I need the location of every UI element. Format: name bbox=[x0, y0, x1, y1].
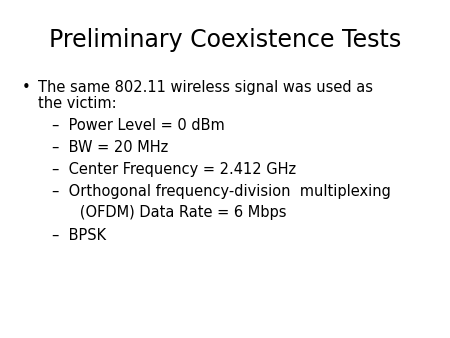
Text: –  Center Frequency = 2.412 GHz: – Center Frequency = 2.412 GHz bbox=[52, 162, 296, 177]
Text: The same 802.11 wireless signal was used as: The same 802.11 wireless signal was used… bbox=[38, 80, 373, 95]
Text: the victim:: the victim: bbox=[38, 96, 117, 111]
Text: –  Orthogonal frequency-division  multiplexing
      (OFDM) Data Rate = 6 Mbps: – Orthogonal frequency-division multiple… bbox=[52, 184, 391, 220]
Text: •: • bbox=[22, 80, 31, 95]
Text: –  BPSK: – BPSK bbox=[52, 228, 106, 243]
Text: Preliminary Coexistence Tests: Preliminary Coexistence Tests bbox=[49, 28, 401, 52]
Text: –  BW = 20 MHz: – BW = 20 MHz bbox=[52, 140, 168, 155]
Text: –  Power Level = 0 dBm: – Power Level = 0 dBm bbox=[52, 118, 225, 133]
